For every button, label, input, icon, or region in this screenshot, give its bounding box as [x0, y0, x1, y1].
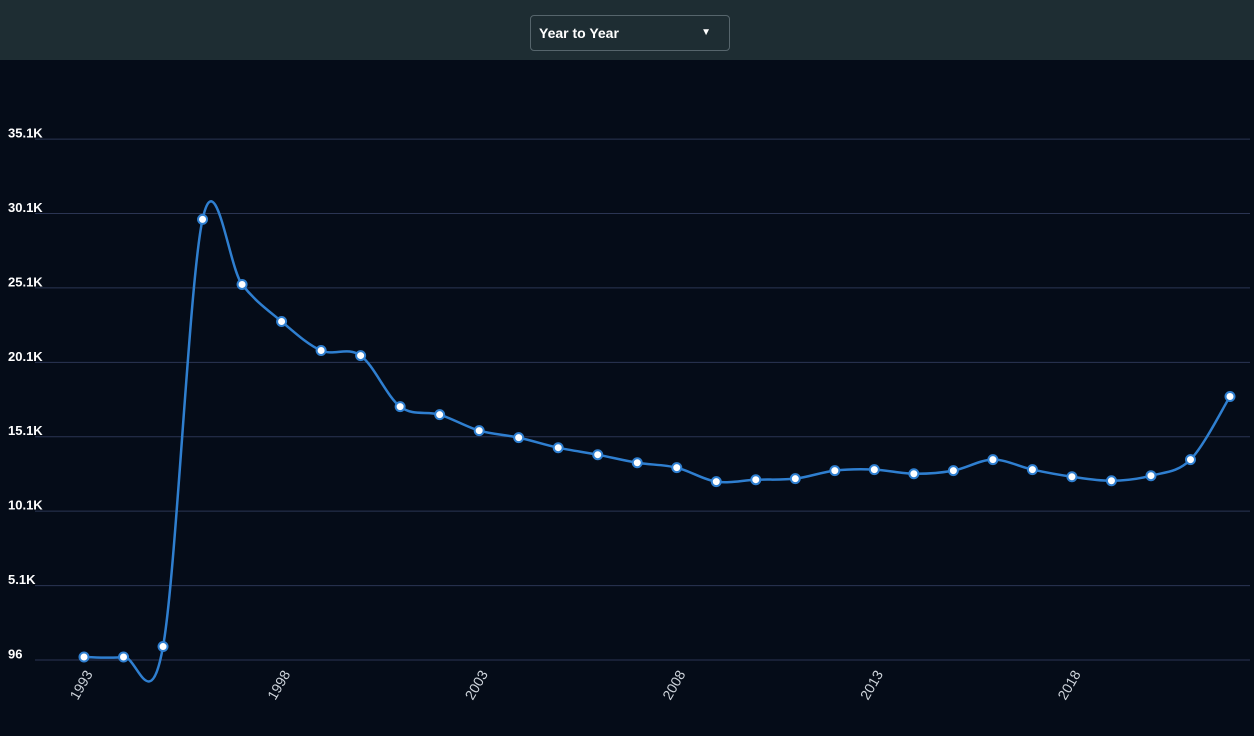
point — [947, 465, 959, 477]
point — [1224, 391, 1236, 403]
point — [789, 473, 801, 485]
dropdown[interactable]: Year to Year ▼ — [530, 15, 730, 51]
point — [1184, 454, 1196, 466]
line — [83, 200, 1232, 683]
point — [315, 345, 327, 357]
y-tick-label: 35.1K — [8, 126, 43, 141]
point — [78, 651, 90, 663]
point — [513, 432, 525, 444]
point — [829, 465, 841, 477]
point — [631, 457, 643, 469]
y-tick-label: 96 — [8, 646, 22, 661]
dropdown-arrow: ▼ — [701, 27, 711, 38]
x-tick-label: 1993 — [66, 667, 96, 702]
point — [355, 350, 367, 362]
y-tick-label: 25.1K — [8, 274, 43, 289]
point — [908, 468, 920, 480]
x-tick-label: 2013 — [857, 667, 887, 702]
point — [710, 476, 722, 488]
point — [671, 462, 683, 474]
y-tick-label: 30.1K — [8, 200, 43, 215]
point — [750, 474, 762, 486]
x-tick-label: 2008 — [659, 667, 689, 702]
point — [592, 449, 604, 461]
point — [434, 409, 446, 421]
x-tick-label: 2018 — [1054, 667, 1084, 702]
x-tick-label: 1998 — [264, 667, 294, 702]
chart: 96 5.1K 10.1K 15.1K 20.1K 25.1K 30.1K 35.1K 1993… — [8, 126, 1250, 702]
point — [236, 278, 248, 290]
point — [987, 454, 999, 466]
toolbar: Year to Year ▼ — [0, 0, 1254, 60]
point — [868, 464, 880, 476]
point — [1066, 471, 1078, 483]
dropdown-label: Year to Year — [539, 25, 619, 41]
x-tick-label: 2003 — [462, 667, 492, 702]
y-tick-label: 10.1K — [8, 498, 43, 513]
point — [1105, 475, 1117, 487]
point — [473, 425, 485, 437]
y-tick-label: 20.1K — [8, 349, 43, 364]
point — [552, 442, 564, 454]
point — [157, 641, 169, 653]
point — [394, 401, 406, 413]
y-tick-label: 15.1K — [8, 423, 43, 438]
point — [1026, 464, 1038, 476]
y-tick-label: 5.1K — [8, 572, 36, 587]
point — [197, 213, 209, 225]
point — [1145, 470, 1157, 482]
point — [276, 316, 288, 328]
point — [118, 651, 130, 663]
